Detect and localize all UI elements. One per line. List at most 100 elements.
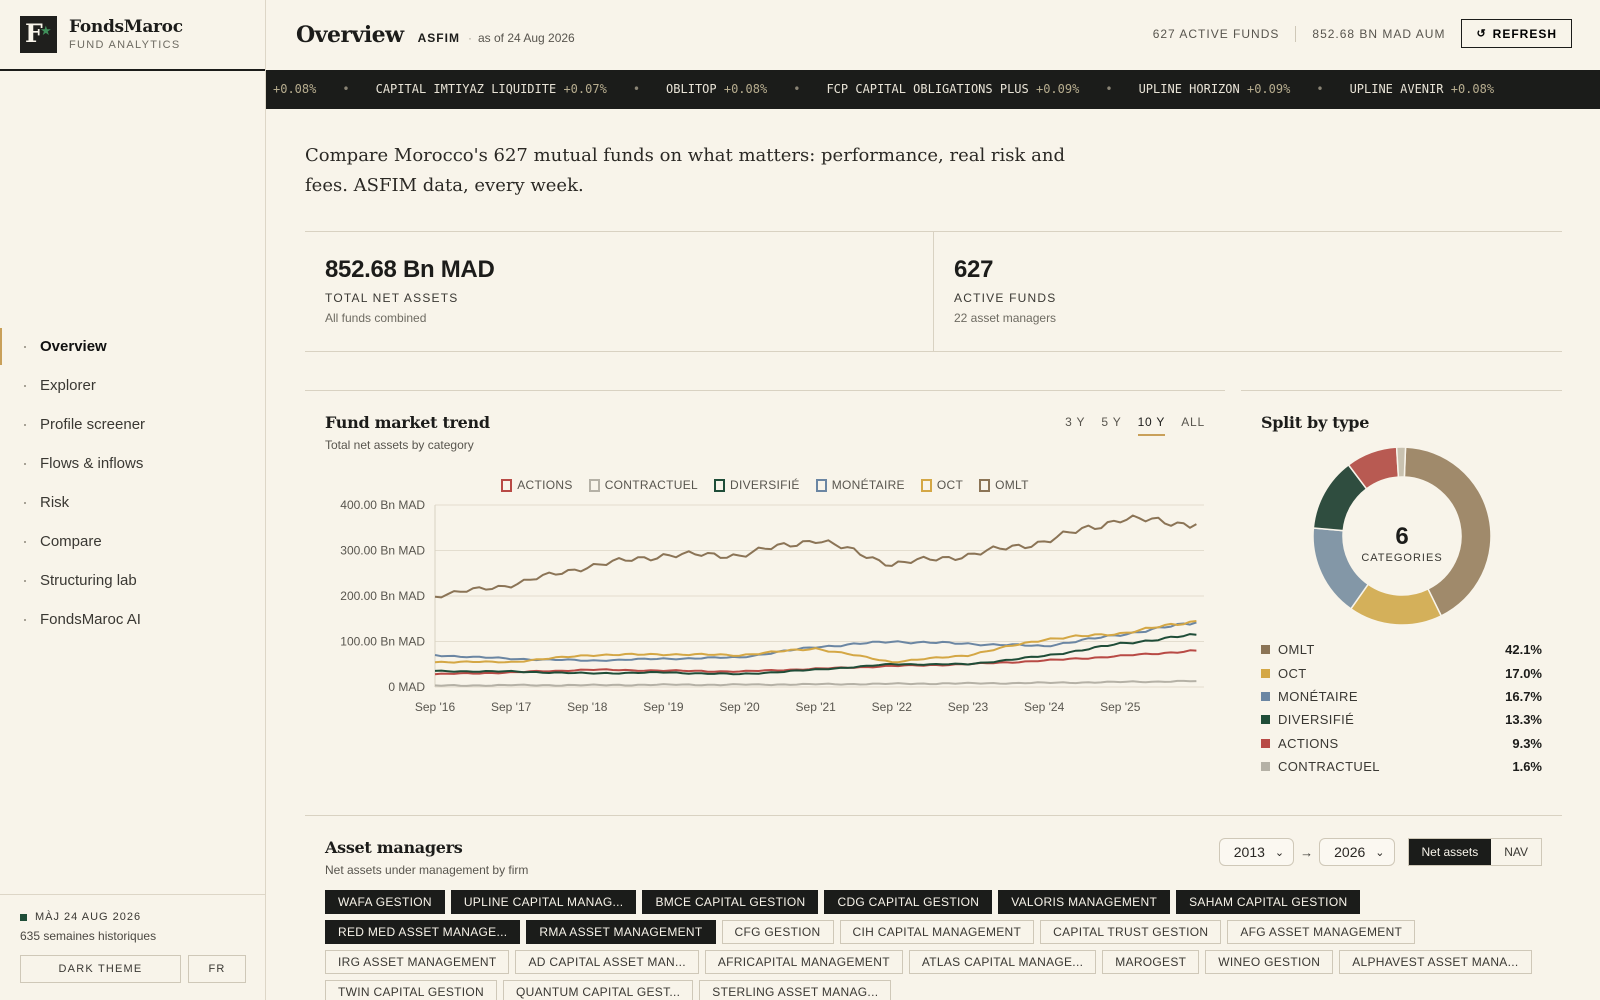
data-source: ASFIM: [417, 30, 460, 45]
nav-label: Structuring lab: [40, 572, 137, 589]
series-line-omlt[interactable]: [434, 514, 1197, 599]
manager-chip[interactable]: AD CAPITAL ASSET MAN...: [515, 950, 699, 974]
as-of-text: as of 24 Aug 2026: [477, 30, 575, 45]
manager-chip[interactable]: WINEO GESTION: [1205, 950, 1334, 974]
series-line-actions[interactable]: [434, 649, 1197, 676]
split-row[interactable]: DIVERSIFIÉ 13.3%: [1261, 708, 1542, 731]
managers-title: Asset managers: [325, 838, 463, 857]
legend-item[interactable]: CONTRACTUEL: [588, 478, 699, 492]
range-5y[interactable]: 5 Y: [1101, 415, 1122, 429]
ticker-item[interactable]: CAPITAL IMTIYAZ LIQUIDITE +0.07%: [376, 70, 607, 109]
refresh-button[interactable]: ↺ REFRESH: [1461, 19, 1572, 48]
metric-toggle: Net assets NAV: [1407, 838, 1542, 866]
manager-chip[interactable]: CDG CAPITAL GESTION: [824, 890, 993, 914]
manager-chips: WAFA GESTION UPLINE CAPITAL MANAG... BMCE …: [325, 890, 1555, 1000]
nav-item-compare[interactable]: Compare: [0, 522, 266, 561]
donut-slice-contractuel[interactable]: [1395, 446, 1407, 478]
kpi-subtext: All funds combined: [325, 311, 427, 325]
split-percentage: 16.7%: [1505, 688, 1542, 704]
nav-item-overview[interactable]: Overview: [0, 327, 266, 366]
nav-item-profile-screener[interactable]: Profile screener: [0, 405, 266, 444]
manager-chip[interactable]: STERLING ASSET MANAG...: [699, 980, 892, 1000]
from-year-select[interactable]: 2013 ⌄: [1218, 838, 1295, 866]
manager-chip[interactable]: CIH CAPITAL MANAGEMENT: [839, 920, 1035, 944]
manager-chip[interactable]: BMCE CAPITAL GESTION: [642, 890, 819, 914]
language-button[interactable]: FR: [188, 955, 246, 983]
manager-chip[interactable]: ALPHAVEST ASSET MANA...: [1339, 950, 1532, 974]
legend-item[interactable]: OCT: [920, 478, 963, 492]
split-percentage: 1.6%: [1512, 759, 1542, 775]
y-tick-label: 300.00 Bn MAD: [340, 544, 425, 558]
manager-chip[interactable]: CFG GESTION: [721, 920, 834, 944]
manager-chip[interactable]: CAPITAL TRUST GESTION: [1040, 920, 1222, 944]
legend-item[interactable]: OMLT: [979, 478, 1029, 492]
series-line-oct[interactable]: [434, 620, 1197, 664]
ticker-item[interactable]: UPLINE AVENIR +0.08%: [1350, 70, 1495, 109]
series-line-diversifié[interactable]: [434, 633, 1197, 676]
manager-chip[interactable]: RMA ASSET MANAGEMENT: [526, 920, 716, 944]
nav-item-fondsmaroc-ai[interactable]: FondsMaroc AI: [0, 600, 266, 639]
split-label: MONÉTAIRE: [1278, 688, 1358, 704]
donut-slice-monétaire[interactable]: [1312, 527, 1370, 610]
donut-center-value: 6: [1395, 523, 1408, 550]
donut-slice-omlt[interactable]: [1403, 446, 1492, 617]
nav-item-explorer[interactable]: Explorer: [0, 366, 266, 405]
manager-chip[interactable]: SAHAM CAPITAL GESTION: [1176, 890, 1361, 914]
legend-item[interactable]: ACTIONS: [501, 478, 572, 492]
legend-item[interactable]: DIVERSIFIÉ: [714, 478, 800, 492]
split-percentage: 9.3%: [1512, 735, 1542, 751]
brand-subtitle: FUND ANALYTICS: [69, 39, 181, 51]
ticker-item[interactable]: UPLINE HORIZON +0.09%: [1139, 70, 1291, 109]
trend-title: Fund market trend: [325, 413, 490, 432]
brand-header[interactable]: F ★ FondsMaroc FUND ANALYTICS: [0, 0, 265, 71]
split-row[interactable]: MONÉTAIRE 16.7%: [1261, 685, 1542, 708]
toggle-net-assets[interactable]: Net assets: [1408, 839, 1492, 865]
ticker-fund-name: CAPITAL IMTIYAZ LIQUIDITE: [375, 82, 557, 96]
ticker-item[interactable]: FCP CAPITAL OBLIGATIONS PLUS +0.09%: [826, 70, 1079, 109]
toggle-nav[interactable]: NAV: [1504, 845, 1528, 859]
legend-item[interactable]: MONÉTAIRE: [815, 478, 905, 492]
manager-chip[interactable]: AFRICAPITAL MANAGEMENT: [704, 950, 903, 974]
x-tick-label: Sep '22: [872, 700, 913, 714]
nav-item-structuring-lab[interactable]: Structuring lab: [0, 561, 266, 600]
manager-chip[interactable]: MAROGEST: [1102, 950, 1200, 974]
range-10y[interactable]: 10 Y: [1137, 415, 1166, 436]
manager-chip[interactable]: ATLAS CAPITAL MANAGE...: [908, 950, 1097, 974]
nav-dot-icon: [24, 540, 26, 543]
split-row[interactable]: OMLT 42.1%: [1261, 638, 1542, 661]
split-swatch-icon: [1261, 762, 1270, 772]
manager-chip[interactable]: AFG ASSET MANAGEMENT: [1227, 920, 1416, 944]
split-percentage: 17.0%: [1505, 665, 1542, 681]
manager-chip[interactable]: IRG ASSET MANAGEMENT: [325, 950, 510, 974]
arrow-right-icon: →: [1300, 844, 1314, 860]
legend-swatch-icon: [979, 478, 991, 492]
split-row[interactable]: OCT 17.0%: [1261, 661, 1542, 684]
manager-chip[interactable]: VALORIS MANAGEMENT: [998, 890, 1171, 914]
asset-managers-panel: Asset managers Net assets under manageme…: [305, 815, 1562, 1000]
ticker-bullet: •: [1316, 82, 1324, 96]
range-3y[interactable]: 3 Y: [1065, 415, 1086, 429]
legend-label: CONTRACTUEL: [604, 478, 699, 492]
ticker-item[interactable]: OBLITOP +0.08%: [666, 70, 767, 109]
dark-theme-button[interactable]: DARK THEME: [20, 955, 181, 983]
nav-item-risk[interactable]: Risk: [0, 483, 266, 522]
nav-item-flows-inflows[interactable]: Flows & inflows: [0, 444, 266, 483]
kpi-value: 852.68 Bn MAD: [325, 256, 495, 283]
top-header: Overview ASFIM · as of 24 Aug 2026 627 AC…: [266, 0, 1600, 70]
ticker-item[interactable]: +0.08%: [273, 70, 316, 109]
kpi-strip: 852.68 Bn MAD TOTAL NET ASSETS All funds…: [305, 231, 1562, 352]
trend-chart: 0 MAD 100.00 Bn MAD 200.00 Bn MAD 300.00 Bn…: [340, 498, 1204, 714]
manager-chip[interactable]: WAFA GESTION: [325, 890, 445, 914]
range-all[interactable]: ALL: [1181, 415, 1205, 429]
manager-chip[interactable]: UPLINE CAPITAL MANAG...: [450, 890, 637, 914]
series-line-contractuel[interactable]: [434, 679, 1197, 687]
manager-chip[interactable]: TWIN CAPITAL GESTION: [325, 980, 498, 1000]
manager-chip[interactable]: RED MED ASSET MANAGE...: [325, 920, 521, 944]
split-percentage: 13.3%: [1505, 712, 1542, 728]
nav-label: Overview: [40, 338, 107, 355]
to-year-select[interactable]: 2026 ⌄: [1319, 838, 1395, 866]
split-row[interactable]: ACTIONS 9.3%: [1261, 732, 1542, 755]
split-row[interactable]: CONTRACTUEL 1.6%: [1261, 755, 1542, 778]
kpi-subtext: 22 asset managers: [954, 311, 1057, 325]
manager-chip[interactable]: QUANTUM CAPITAL GEST...: [503, 980, 694, 1000]
